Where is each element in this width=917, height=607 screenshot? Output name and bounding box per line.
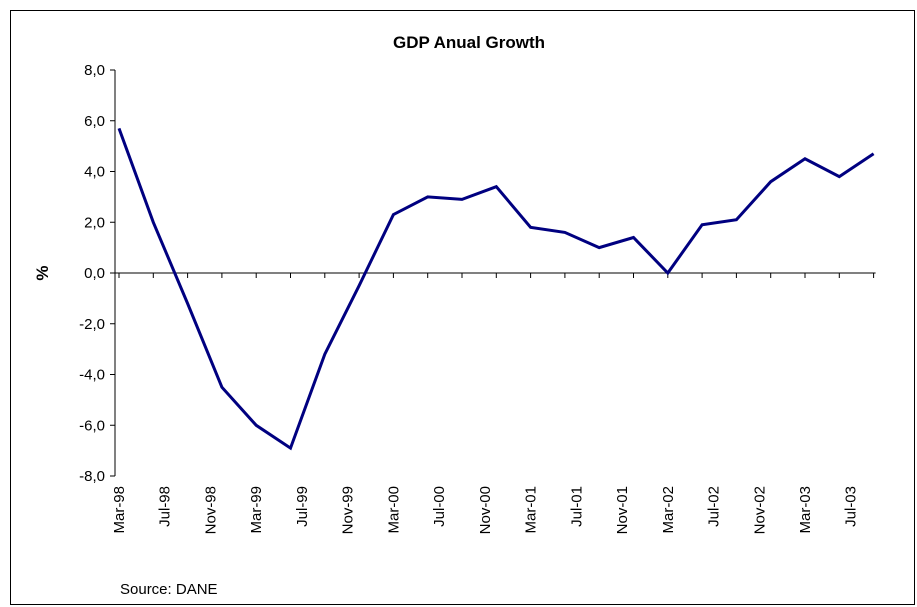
y-tick-label: 8,0 bbox=[84, 62, 105, 79]
y-axis: 8,0 6,0 4,0 2,0 0,0 -2,0 -4,0 -6,0 -8,0 bbox=[79, 62, 116, 485]
x-tick-label: Mar-01 bbox=[523, 486, 540, 534]
x-tick-label: Nov-01 bbox=[614, 486, 631, 534]
x-tick-label: Mar-02 bbox=[660, 486, 677, 534]
y-tick-label: 2,0 bbox=[84, 214, 105, 231]
y-tick-label: -2,0 bbox=[79, 316, 105, 333]
x-tick-label: Nov-98 bbox=[202, 486, 219, 534]
x-tick-label: Mar-00 bbox=[385, 486, 402, 534]
x-tick-label: Jul-03 bbox=[843, 486, 860, 527]
y-tick-label: -8,0 bbox=[79, 468, 105, 485]
y-tick-label: 6,0 bbox=[84, 113, 105, 130]
x-tick-label: Mar-03 bbox=[797, 486, 814, 534]
x-tick-label: Nov-99 bbox=[340, 486, 357, 534]
x-tick-label: Nov-00 bbox=[477, 486, 494, 534]
series-line bbox=[117, 127, 875, 451]
series-group bbox=[117, 127, 875, 451]
x-tick-label: Mar-98 bbox=[111, 486, 128, 534]
x-tick-label: Jul-02 bbox=[706, 486, 723, 527]
x-axis: Mar-98 Jul-98 Nov-98 Mar-99 Jul-99 Nov-99 Mar-… bbox=[111, 272, 876, 534]
x-tick-label: Jul-99 bbox=[294, 486, 311, 527]
chart-title: GDP Anual Growth bbox=[393, 33, 545, 52]
chart-frame bbox=[10, 10, 915, 605]
y-tick-label: -4,0 bbox=[79, 367, 105, 384]
x-tick-label: Nov-02 bbox=[751, 486, 768, 534]
x-tick-label: Jul-98 bbox=[157, 486, 174, 527]
x-tick-label: Jul-01 bbox=[568, 486, 585, 527]
y-tick-label: 4,0 bbox=[84, 164, 105, 181]
x-tick-label: Mar-99 bbox=[248, 486, 265, 534]
source-note: Source: DANE bbox=[120, 581, 218, 598]
y-tick-label: 0,0 bbox=[84, 265, 105, 282]
y-axis-label: % bbox=[33, 265, 52, 280]
y-tick-label: -6,0 bbox=[79, 417, 105, 434]
x-tick-label: Jul-00 bbox=[431, 486, 448, 527]
